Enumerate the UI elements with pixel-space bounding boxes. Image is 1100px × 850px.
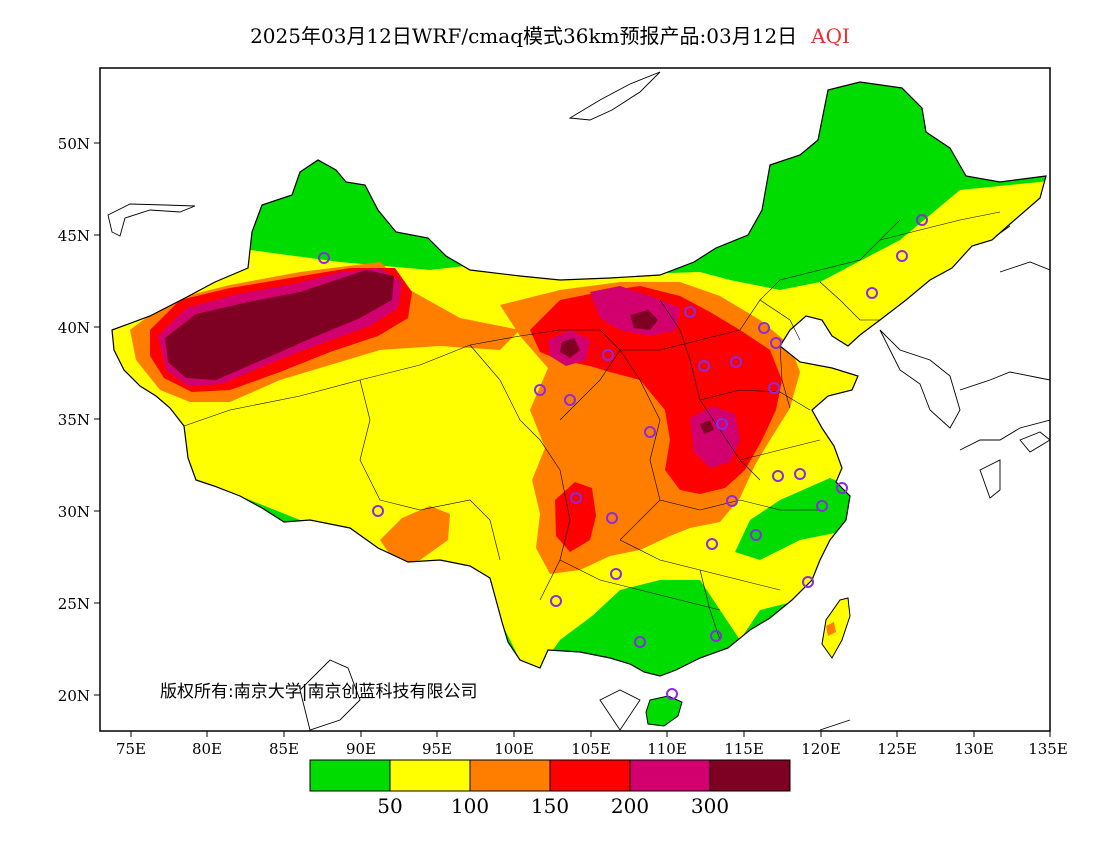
lat-axis	[94, 142, 100, 696]
island-hainan	[645, 695, 683, 727]
aqi-region-very-unhealthy-hb	[690, 406, 740, 468]
station-icon	[570, 492, 582, 504]
lon-tick-label: 110E	[647, 740, 687, 758]
station-icon	[610, 568, 622, 580]
map-frame	[99, 67, 1051, 732]
coastlines	[107, 71, 1050, 731]
station-icon	[634, 636, 646, 648]
station-icon	[564, 394, 576, 406]
lon-tick-label: 80E	[192, 740, 222, 758]
legend-swatch-6	[710, 760, 790, 791]
legend-swatch-1	[310, 760, 390, 791]
lat-tick-label: 20N	[58, 687, 90, 705]
province-borders	[183, 211, 1001, 641]
lon-tick-label: 130E	[954, 740, 994, 758]
map-title: 2025年03月12日WRF/cmaq模式36km预报产品:03月12日 AQI	[0, 20, 1100, 49]
lon-tick-labels: 75E 80E 85E 90E 95E 100E 105E 110E 115E …	[116, 740, 1068, 758]
legend-label: 150	[531, 794, 569, 818]
island-taiwan	[821, 597, 851, 659]
station-icon	[550, 595, 562, 607]
station-icon	[606, 512, 618, 524]
aqi-region-good-east	[735, 478, 860, 560]
station-icon	[602, 349, 614, 361]
lon-tick-label: 85E	[269, 740, 299, 758]
station-icon	[866, 287, 878, 299]
station-icon	[772, 470, 784, 482]
station-icon	[372, 505, 384, 517]
station-icon	[706, 538, 718, 550]
lat-tick-labels: 50N 45N 40N 35N 30N 25N 20N	[58, 135, 90, 705]
station-icon	[666, 688, 678, 700]
legend-swatch-5	[630, 760, 710, 791]
lat-tick-label: 35N	[58, 411, 90, 429]
lat-tick-label: 30N	[58, 503, 90, 521]
lon-tick-label: 90E	[346, 740, 376, 758]
station-icon	[896, 250, 908, 262]
lon-axis	[130, 731, 1051, 737]
lon-tick-label: 100E	[494, 740, 534, 758]
lat-tick-label: 45N	[58, 227, 90, 245]
aqi-region-usg-tibet	[380, 506, 450, 566]
legend-swatch-4	[550, 760, 630, 791]
legend-label: 50	[377, 794, 402, 818]
station-icon	[318, 252, 330, 264]
title-text: 2025年03月12日WRF/cmaq模式36km预报产品:03月12日	[250, 24, 798, 48]
station-icon	[644, 426, 656, 438]
legend-label: 200	[611, 794, 649, 818]
station-icon	[768, 382, 780, 394]
station-icon	[816, 500, 828, 512]
title-variable: AQI	[811, 24, 850, 48]
copyright-text: 版权所有:南京大学|南京创蓝科技有限公司	[160, 682, 477, 702]
station-icon	[750, 529, 762, 541]
station-icon	[698, 360, 710, 372]
station-icon	[730, 356, 742, 368]
legend-swatch-2	[390, 760, 470, 791]
station-icon	[716, 418, 728, 430]
station-icon	[836, 482, 848, 494]
lon-tick-label: 115E	[724, 740, 764, 758]
lon-tick-label: 135E	[1028, 740, 1068, 758]
aqi-region-unhealthy-sichuan	[555, 482, 596, 552]
aqi-region-hazardous-hb	[700, 420, 714, 434]
lon-tick-label: 75E	[116, 740, 146, 758]
legend-swatch-3	[470, 760, 550, 791]
legend-label: 300	[691, 794, 729, 818]
island-taiwan-hotspot	[826, 622, 836, 636]
aqi-region-hazardous-nw	[560, 338, 580, 358]
lat-tick-label: 25N	[58, 595, 90, 613]
station-icon	[802, 576, 814, 588]
aqi-region-very-unhealthy-north	[590, 286, 680, 336]
lat-tick-label: 40N	[58, 319, 90, 337]
lon-tick-label: 105E	[571, 740, 611, 758]
lat-tick-label: 50N	[58, 135, 90, 153]
lon-tick-label: 125E	[877, 740, 917, 758]
legend-label: 100	[451, 794, 489, 818]
station-icon	[726, 495, 738, 507]
map-area: 版权所有:南京大学|南京创蓝科技有限公司	[107, 71, 1050, 731]
station-icon	[916, 214, 928, 226]
station-icon	[684, 306, 696, 318]
station-icon	[770, 337, 782, 349]
station-icon	[710, 630, 722, 642]
lon-tick-label: 95E	[422, 740, 452, 758]
aqi-region-hazardous-small	[630, 310, 658, 330]
color-legend: 50 100 150 200 300	[309, 759, 791, 818]
lon-tick-label: 120E	[801, 740, 841, 758]
station-icon	[794, 468, 806, 480]
station-icon	[534, 384, 546, 396]
station-markers	[318, 214, 928, 700]
station-icon	[758, 322, 770, 334]
aqi-region-hazardous-west	[165, 270, 394, 380]
